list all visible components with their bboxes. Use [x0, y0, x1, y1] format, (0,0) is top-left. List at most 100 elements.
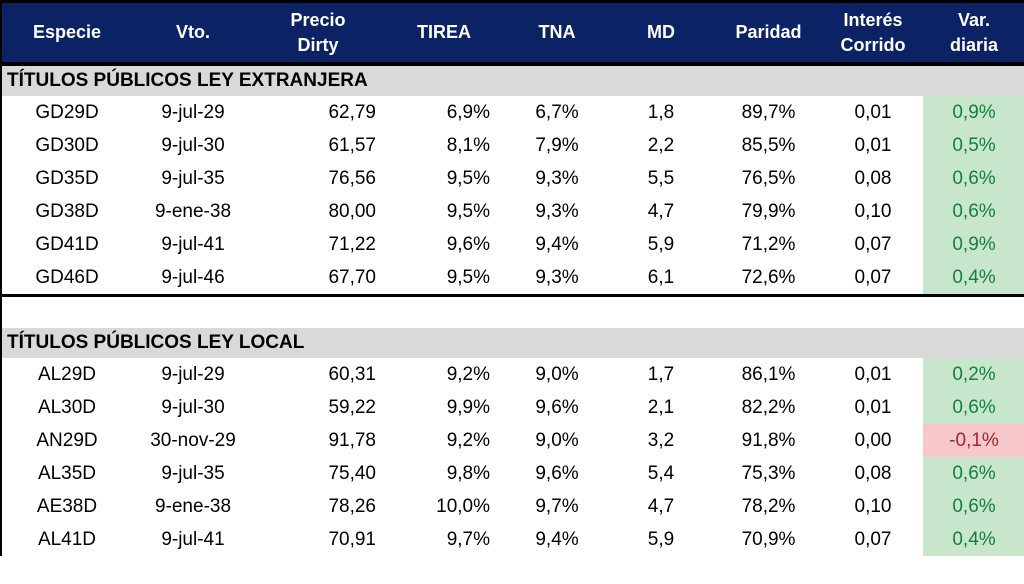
cell-tirea: 9,9% — [382, 391, 506, 424]
table-row: AN29D 30-nov-29 91,78 9,2% 9,0% 3,2 91,8% 0,00-… — [1, 424, 1024, 457]
cell-precio_dirty: 75,40 — [254, 457, 382, 490]
cell-tna: 9,3% — [506, 162, 608, 195]
cell-vto: 9-jul-41 — [132, 523, 254, 556]
cell-paridad: 79,9% — [714, 195, 823, 228]
cell-vto: 9-jul-46 — [132, 261, 254, 297]
cell-md: 2,1 — [608, 391, 714, 424]
cell-tna: 9,0% — [506, 424, 608, 457]
cell-var_diaria: 0,2% — [923, 358, 1024, 391]
cell-paridad: 89,7% — [714, 96, 823, 129]
cell-paridad: 71,2% — [714, 228, 823, 261]
cell-tna: 9,3% — [506, 261, 608, 297]
cell-especie: GD29D — [1, 96, 132, 129]
cell-precio_dirty: 71,22 — [254, 228, 382, 261]
cell-var_diaria: 0,6% — [923, 490, 1024, 523]
table-row: GD41D 9-jul-41 71,22 9,6% 9,4% 5,9 71,2% 0,07 0,… — [1, 228, 1024, 261]
cell-paridad: 76,5% — [714, 162, 823, 195]
cell-var_diaria: 0,4% — [923, 523, 1024, 556]
cell-interes_corrido: 0,07 — [823, 523, 923, 556]
cell-precio_dirty: 61,57 — [254, 129, 382, 162]
column-header-md: MD — [608, 1, 714, 66]
table-row: GD38D 9-ene-38 80,00 9,5% 9,3% 4,7 79,9% 0,10 0,… — [1, 195, 1024, 228]
cell-vto: 9-jul-29 — [132, 358, 254, 391]
cell-var_diaria: 0,6% — [923, 391, 1024, 424]
cell-paridad: 78,2% — [714, 490, 823, 523]
table-row: AL30D 9-jul-30 59,22 9,9% 9,6% 2,1 82,2% 0,01 0,… — [1, 391, 1024, 424]
cell-md: 5,9 — [608, 523, 714, 556]
cell-especie: GD30D — [1, 129, 132, 162]
cell-tna: 9,6% — [506, 391, 608, 424]
cell-especie: GD41D — [1, 228, 132, 261]
cell-especie: GD46D — [1, 261, 132, 297]
table-row: AL41D 9-jul-41 70,91 9,7% 9,4% 5,9 70,9% 0,07 0,… — [1, 523, 1024, 556]
cell-tirea: 9,5% — [382, 261, 506, 297]
cell-tirea: 8,1% — [382, 129, 506, 162]
cell-paridad: 91,8% — [714, 424, 823, 457]
cell-interes_corrido: 0,01 — [823, 129, 923, 162]
column-header-var-diaria: Var. diaria — [923, 1, 1024, 66]
bond-table: Especie Vto. Precio Dirty TIREA TNA MD P… — [0, 0, 1024, 556]
section-header-row: TÍTULOS PÚBLICOS LEY EXTRANJERA — [1, 64, 1024, 96]
table-row: AL29D 9-jul-29 60,31 9,2% 9,0% 1,7 86,1% 0,01 0,… — [1, 358, 1024, 391]
cell-especie: GD35D — [1, 162, 132, 195]
cell-tna: 9,0% — [506, 358, 608, 391]
cell-paridad: 85,5% — [714, 129, 823, 162]
cell-vto: 9-jul-29 — [132, 96, 254, 129]
table-row: GD29D 9-jul-29 62,79 6,9% 6,7% 1,8 89,7% 0,01 0,… — [1, 96, 1024, 129]
cell-vto: 9-jul-35 — [132, 162, 254, 195]
cell-precio_dirty: 91,78 — [254, 424, 382, 457]
cell-var_diaria: 0,9% — [923, 228, 1024, 261]
cell-interes_corrido: 0,00 — [823, 424, 923, 457]
cell-interes_corrido: 0,08 — [823, 162, 923, 195]
cell-tna: 9,3% — [506, 195, 608, 228]
cell-md: 5,5 — [608, 162, 714, 195]
cell-tna: 9,7% — [506, 490, 608, 523]
cell-tirea: 9,2% — [382, 358, 506, 391]
section-title: TÍTULOS PÚBLICOS LEY LOCAL — [1, 328, 1024, 358]
cell-interes_corrido: 0,10 — [823, 195, 923, 228]
cell-paridad: 72,6% — [714, 261, 823, 297]
table-header: Especie Vto. Precio Dirty TIREA TNA MD P… — [1, 1, 1024, 66]
section-header-row: TÍTULOS PÚBLICOS LEY LOCAL — [1, 328, 1024, 358]
cell-var_diaria: 0,6% — [923, 457, 1024, 490]
cell-tirea: 9,7% — [382, 523, 506, 556]
cell-interes_corrido: 0,08 — [823, 457, 923, 490]
cell-vto: 9-jul-30 — [132, 391, 254, 424]
column-header-tna: TNA — [506, 1, 608, 66]
cell-md: 5,4 — [608, 457, 714, 490]
cell-especie: GD38D — [1, 195, 132, 228]
cell-paridad: 86,1% — [714, 358, 823, 391]
cell-precio_dirty: 59,22 — [254, 391, 382, 424]
cell-var_diaria: 0,9% — [923, 96, 1024, 129]
cell-tna: 7,9% — [506, 129, 608, 162]
cell-var_diaria: -0,1% — [923, 424, 1024, 457]
table-body: TÍTULOS PÚBLICOS LEY EXTRANJERA GD29D 9-ju… — [1, 64, 1024, 556]
cell-md: 2,2 — [608, 129, 714, 162]
cell-tirea: 9,8% — [382, 457, 506, 490]
cell-tna: 9,4% — [506, 523, 608, 556]
cell-paridad: 70,9% — [714, 523, 823, 556]
cell-vto: 9-jul-41 — [132, 228, 254, 261]
column-header-tirea: TIREA — [382, 1, 506, 66]
cell-precio_dirty: 80,00 — [254, 195, 382, 228]
cell-vto: 9-ene-38 — [132, 490, 254, 523]
cell-paridad: 82,2% — [714, 391, 823, 424]
cell-interes_corrido: 0,01 — [823, 391, 923, 424]
cell-tna: 9,6% — [506, 457, 608, 490]
cell-interes_corrido: 0,01 — [823, 96, 923, 129]
cell-var_diaria: 0,6% — [923, 162, 1024, 195]
cell-md: 5,9 — [608, 228, 714, 261]
section-title: TÍTULOS PÚBLICOS LEY EXTRANJERA — [1, 64, 1024, 96]
cell-interes_corrido: 0,07 — [823, 261, 923, 297]
cell-vto: 30-nov-29 — [132, 424, 254, 457]
cell-especie: AL41D — [1, 523, 132, 556]
cell-md: 3,2 — [608, 424, 714, 457]
table-row: GD30D 9-jul-30 61,57 8,1% 7,9% 2,2 85,5% 0,01 0,… — [1, 129, 1024, 162]
cell-vto: 9-jul-35 — [132, 457, 254, 490]
cell-precio_dirty: 70,91 — [254, 523, 382, 556]
cell-md: 4,7 — [608, 195, 714, 228]
cell-precio_dirty: 60,31 — [254, 358, 382, 391]
cell-precio_dirty: 67,70 — [254, 261, 382, 297]
table-row: AE38D 9-ene-38 78,26 10,0% 9,7% 4,7 78,2% 0,10 0… — [1, 490, 1024, 523]
cell-tirea: 9,5% — [382, 162, 506, 195]
